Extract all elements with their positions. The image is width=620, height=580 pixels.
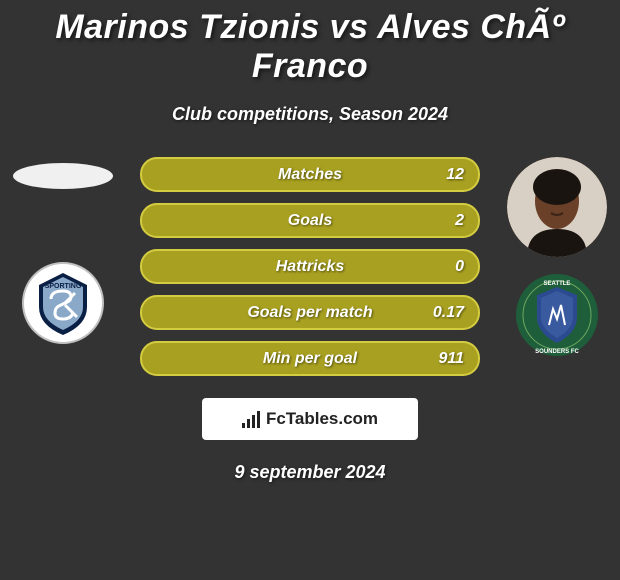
main-row: SPORTING Matches 12 Goals 2 Hattricks 0 Goals … <box>0 157 620 376</box>
stat-row: Matches 12 <box>140 157 480 192</box>
stat-value-right: 0.17 <box>433 304 464 322</box>
stat-label: Hattricks <box>276 258 344 276</box>
stat-row: Hattricks 0 <box>140 249 480 284</box>
brand-text: FcTables.com <box>266 409 378 429</box>
svg-text:SPORTING: SPORTING <box>45 283 82 290</box>
seattle-sounders-icon: SEATTLE SOUNDERS FC <box>515 273 599 357</box>
club-logo-right: SEATTLE SOUNDERS FC <box>515 273 599 357</box>
stat-row: Goals 2 <box>140 203 480 238</box>
stat-row: Min per goal 911 <box>140 341 480 376</box>
stat-label: Goals per match <box>247 304 372 322</box>
page-title: Marinos Tzionis vs Alves ChÃº Franco <box>0 8 620 86</box>
stat-value-right: 2 <box>455 212 464 230</box>
stat-label: Min per goal <box>263 350 357 368</box>
date-text: 9 september 2024 <box>234 462 385 483</box>
stat-label: Matches <box>278 166 342 184</box>
subtitle: Club competitions, Season 2024 <box>172 104 448 125</box>
stat-value-right: 911 <box>438 350 464 368</box>
sporting-kc-icon: SPORTING <box>21 261 105 345</box>
left-side: SPORTING <box>8 157 118 345</box>
stat-label: Goals <box>288 212 332 230</box>
stat-value-right: 12 <box>446 166 464 184</box>
club-logo-left: SPORTING <box>21 261 105 345</box>
stats-column: Matches 12 Goals 2 Hattricks 0 Goals per match… <box>130 157 490 376</box>
right-side: SEATTLE SOUNDERS FC <box>502 157 612 357</box>
player-avatar-left <box>13 163 113 189</box>
comparison-card: Marinos Tzionis vs Alves ChÃº Franco Clu… <box>0 0 620 483</box>
svg-text:SOUNDERS FC: SOUNDERS FC <box>535 349 579 355</box>
svg-text:SEATTLE: SEATTLE <box>544 281 571 287</box>
brand-logo: FcTables.com <box>202 398 418 440</box>
player-avatar-right <box>507 157 607 257</box>
stat-row: Goals per match 0.17 <box>140 295 480 330</box>
stat-value-right: 0 <box>455 258 464 276</box>
bars-icon <box>242 410 260 428</box>
player-photo-icon <box>507 157 607 257</box>
